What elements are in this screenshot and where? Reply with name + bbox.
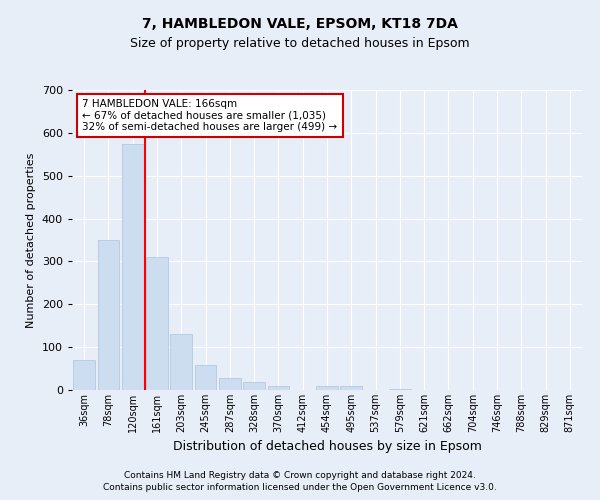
Bar: [340, 386, 362, 390]
Text: Contains public sector information licensed under the Open Government Licence v3: Contains public sector information licen…: [103, 484, 497, 492]
Text: Size of property relative to detached houses in Epsom: Size of property relative to detached ho…: [130, 38, 470, 51]
Bar: [268, 386, 289, 390]
Bar: [243, 382, 265, 390]
Bar: [170, 334, 192, 390]
Text: Contains HM Land Registry data © Crown copyright and database right 2024.: Contains HM Land Registry data © Crown c…: [124, 471, 476, 480]
Bar: [97, 240, 119, 390]
Bar: [316, 386, 338, 390]
Bar: [194, 365, 217, 390]
Bar: [219, 378, 241, 390]
X-axis label: Distribution of detached houses by size in Epsom: Distribution of detached houses by size …: [173, 440, 481, 454]
Text: 7, HAMBLEDON VALE, EPSOM, KT18 7DA: 7, HAMBLEDON VALE, EPSOM, KT18 7DA: [142, 18, 458, 32]
Bar: [146, 257, 168, 390]
Bar: [73, 360, 95, 390]
Bar: [389, 388, 411, 390]
Bar: [122, 144, 143, 390]
Y-axis label: Number of detached properties: Number of detached properties: [26, 152, 36, 328]
Text: 7 HAMBLEDON VALE: 166sqm
← 67% of detached houses are smaller (1,035)
32% of sem: 7 HAMBLEDON VALE: 166sqm ← 67% of detach…: [82, 99, 337, 132]
